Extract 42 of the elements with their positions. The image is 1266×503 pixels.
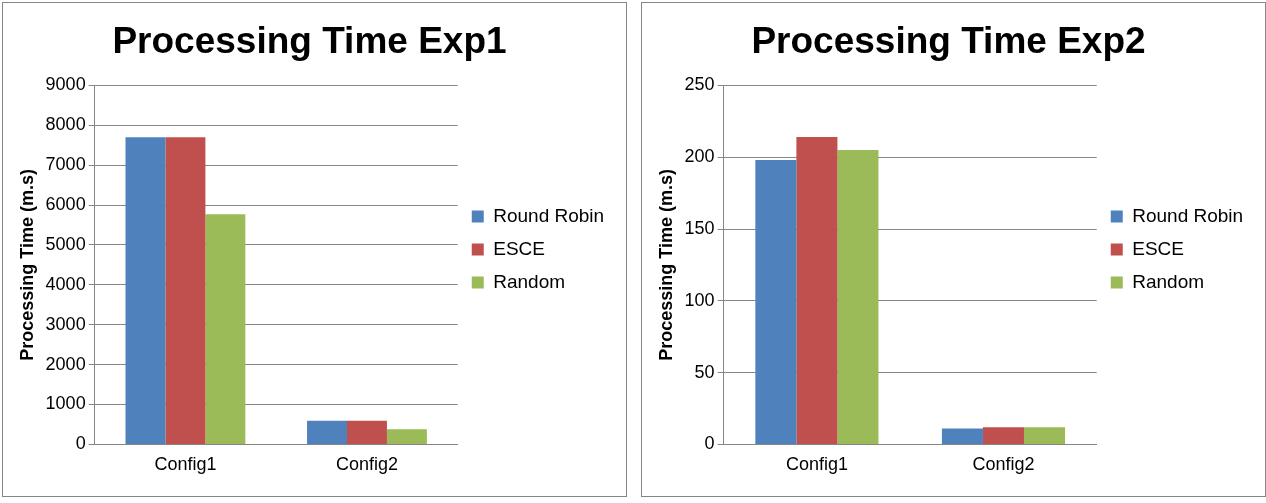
y-tick-label: 5000 bbox=[45, 233, 86, 254]
y-tick-label: 6000 bbox=[45, 194, 86, 215]
chart-title: Processing Time Exp1 bbox=[112, 20, 507, 62]
bar bbox=[307, 420, 347, 444]
y-tick-label: 7000 bbox=[45, 154, 86, 175]
y-tick-label: 9000 bbox=[45, 74, 86, 95]
y-tick-label: 3000 bbox=[45, 313, 86, 334]
y-tick-label: 0 bbox=[704, 433, 715, 454]
y-axis-title: Processing Time (m.s) bbox=[16, 169, 37, 361]
bar bbox=[755, 160, 797, 444]
x-tick-label: Config1 bbox=[785, 454, 848, 475]
y-tick-label: 2000 bbox=[45, 353, 86, 374]
bar bbox=[982, 427, 1024, 444]
bar bbox=[125, 137, 166, 444]
bar bbox=[837, 150, 879, 444]
y-tick-label: 250 bbox=[684, 74, 715, 95]
y-tick-label: 0 bbox=[75, 433, 86, 454]
chart-title: Processing Time Exp2 bbox=[751, 20, 1146, 62]
x-tick-label: Config2 bbox=[972, 454, 1035, 475]
y-tick-label: 1000 bbox=[45, 393, 86, 414]
bar bbox=[1023, 427, 1066, 444]
bar bbox=[386, 429, 427, 444]
x-tick-label: Config2 bbox=[335, 454, 398, 475]
legend-label: ESCE bbox=[1132, 237, 1184, 259]
legend-label: Random bbox=[493, 270, 566, 292]
bar bbox=[941, 428, 983, 444]
bar bbox=[796, 137, 838, 444]
y-tick-label: 150 bbox=[684, 217, 715, 238]
y-tick-label: 4000 bbox=[45, 273, 86, 294]
legend-label: Round Robin bbox=[1132, 204, 1244, 226]
y-tick-label: 8000 bbox=[45, 114, 86, 135]
x-tick-label: Config1 bbox=[154, 454, 217, 475]
bar bbox=[205, 214, 246, 444]
y-tick-label: 100 bbox=[684, 289, 715, 310]
bar bbox=[347, 420, 387, 444]
y-axis-title: Processing Time (m.s) bbox=[655, 169, 676, 361]
legend-label: Round Robin bbox=[493, 204, 605, 226]
bar bbox=[165, 137, 206, 444]
legend-label: Random bbox=[1132, 270, 1205, 292]
y-tick-label: 50 bbox=[694, 361, 715, 382]
legend-label: ESCE bbox=[493, 237, 545, 259]
y-tick-label: 200 bbox=[684, 146, 715, 167]
